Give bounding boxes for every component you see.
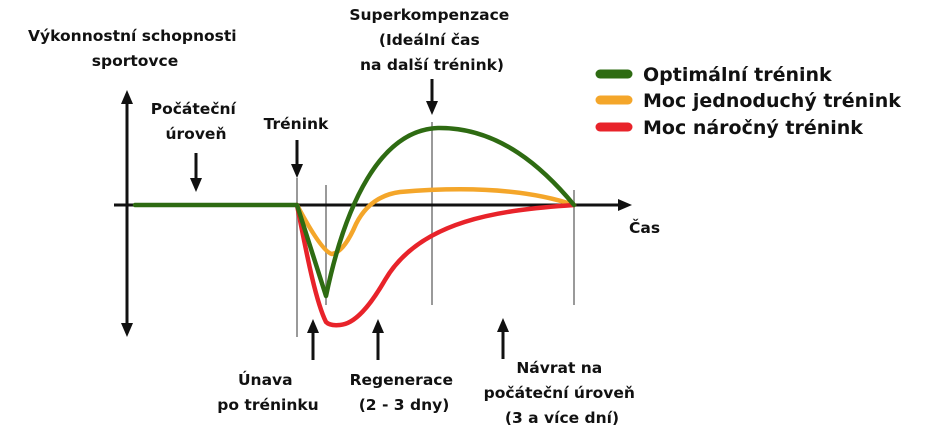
arrow-initial-level xyxy=(190,153,202,192)
legend: Optimální trénink Moc jednoduchý trénink… xyxy=(595,64,901,139)
label-initial-level: Počáteční úroveň xyxy=(151,100,242,143)
label-fatigue: Únava po tréninku xyxy=(217,370,318,414)
legend-item-hard: Moc náročný trénink xyxy=(595,117,863,139)
label-regeneration: Regenerace (2 - 3 dny) xyxy=(350,371,459,414)
legend-item-easy: Moc jednoduchý trénink xyxy=(595,90,901,112)
curve-hard xyxy=(294,202,577,328)
legend-label-optimal: Optimální trénink xyxy=(643,64,832,86)
y-axis-label: Výkonnostní schopnosti sportovce xyxy=(28,27,242,70)
legend-item-optimal: Optimální trénink xyxy=(595,64,832,86)
label-supercompensation: Superkompenzace (Ideální čas na další tr… xyxy=(349,6,514,74)
y-axis xyxy=(121,90,133,337)
arrow-regeneration xyxy=(372,319,384,360)
arrow-return xyxy=(497,318,509,359)
legend-label-hard: Moc náročný trénink xyxy=(643,117,863,139)
legend-label-easy: Moc jednoduchý trénink xyxy=(643,90,901,112)
curve-optimal xyxy=(132,125,577,299)
label-return: Návrat na počáteční úroveň (3 a více dní… xyxy=(484,359,641,427)
x-axis-label: Čas xyxy=(629,218,660,237)
label-training: Trénink xyxy=(264,115,329,133)
curve-easy xyxy=(294,187,577,257)
arrow-training xyxy=(291,140,303,178)
arrow-supercompensation xyxy=(426,79,438,115)
arrow-fatigue xyxy=(307,319,319,360)
